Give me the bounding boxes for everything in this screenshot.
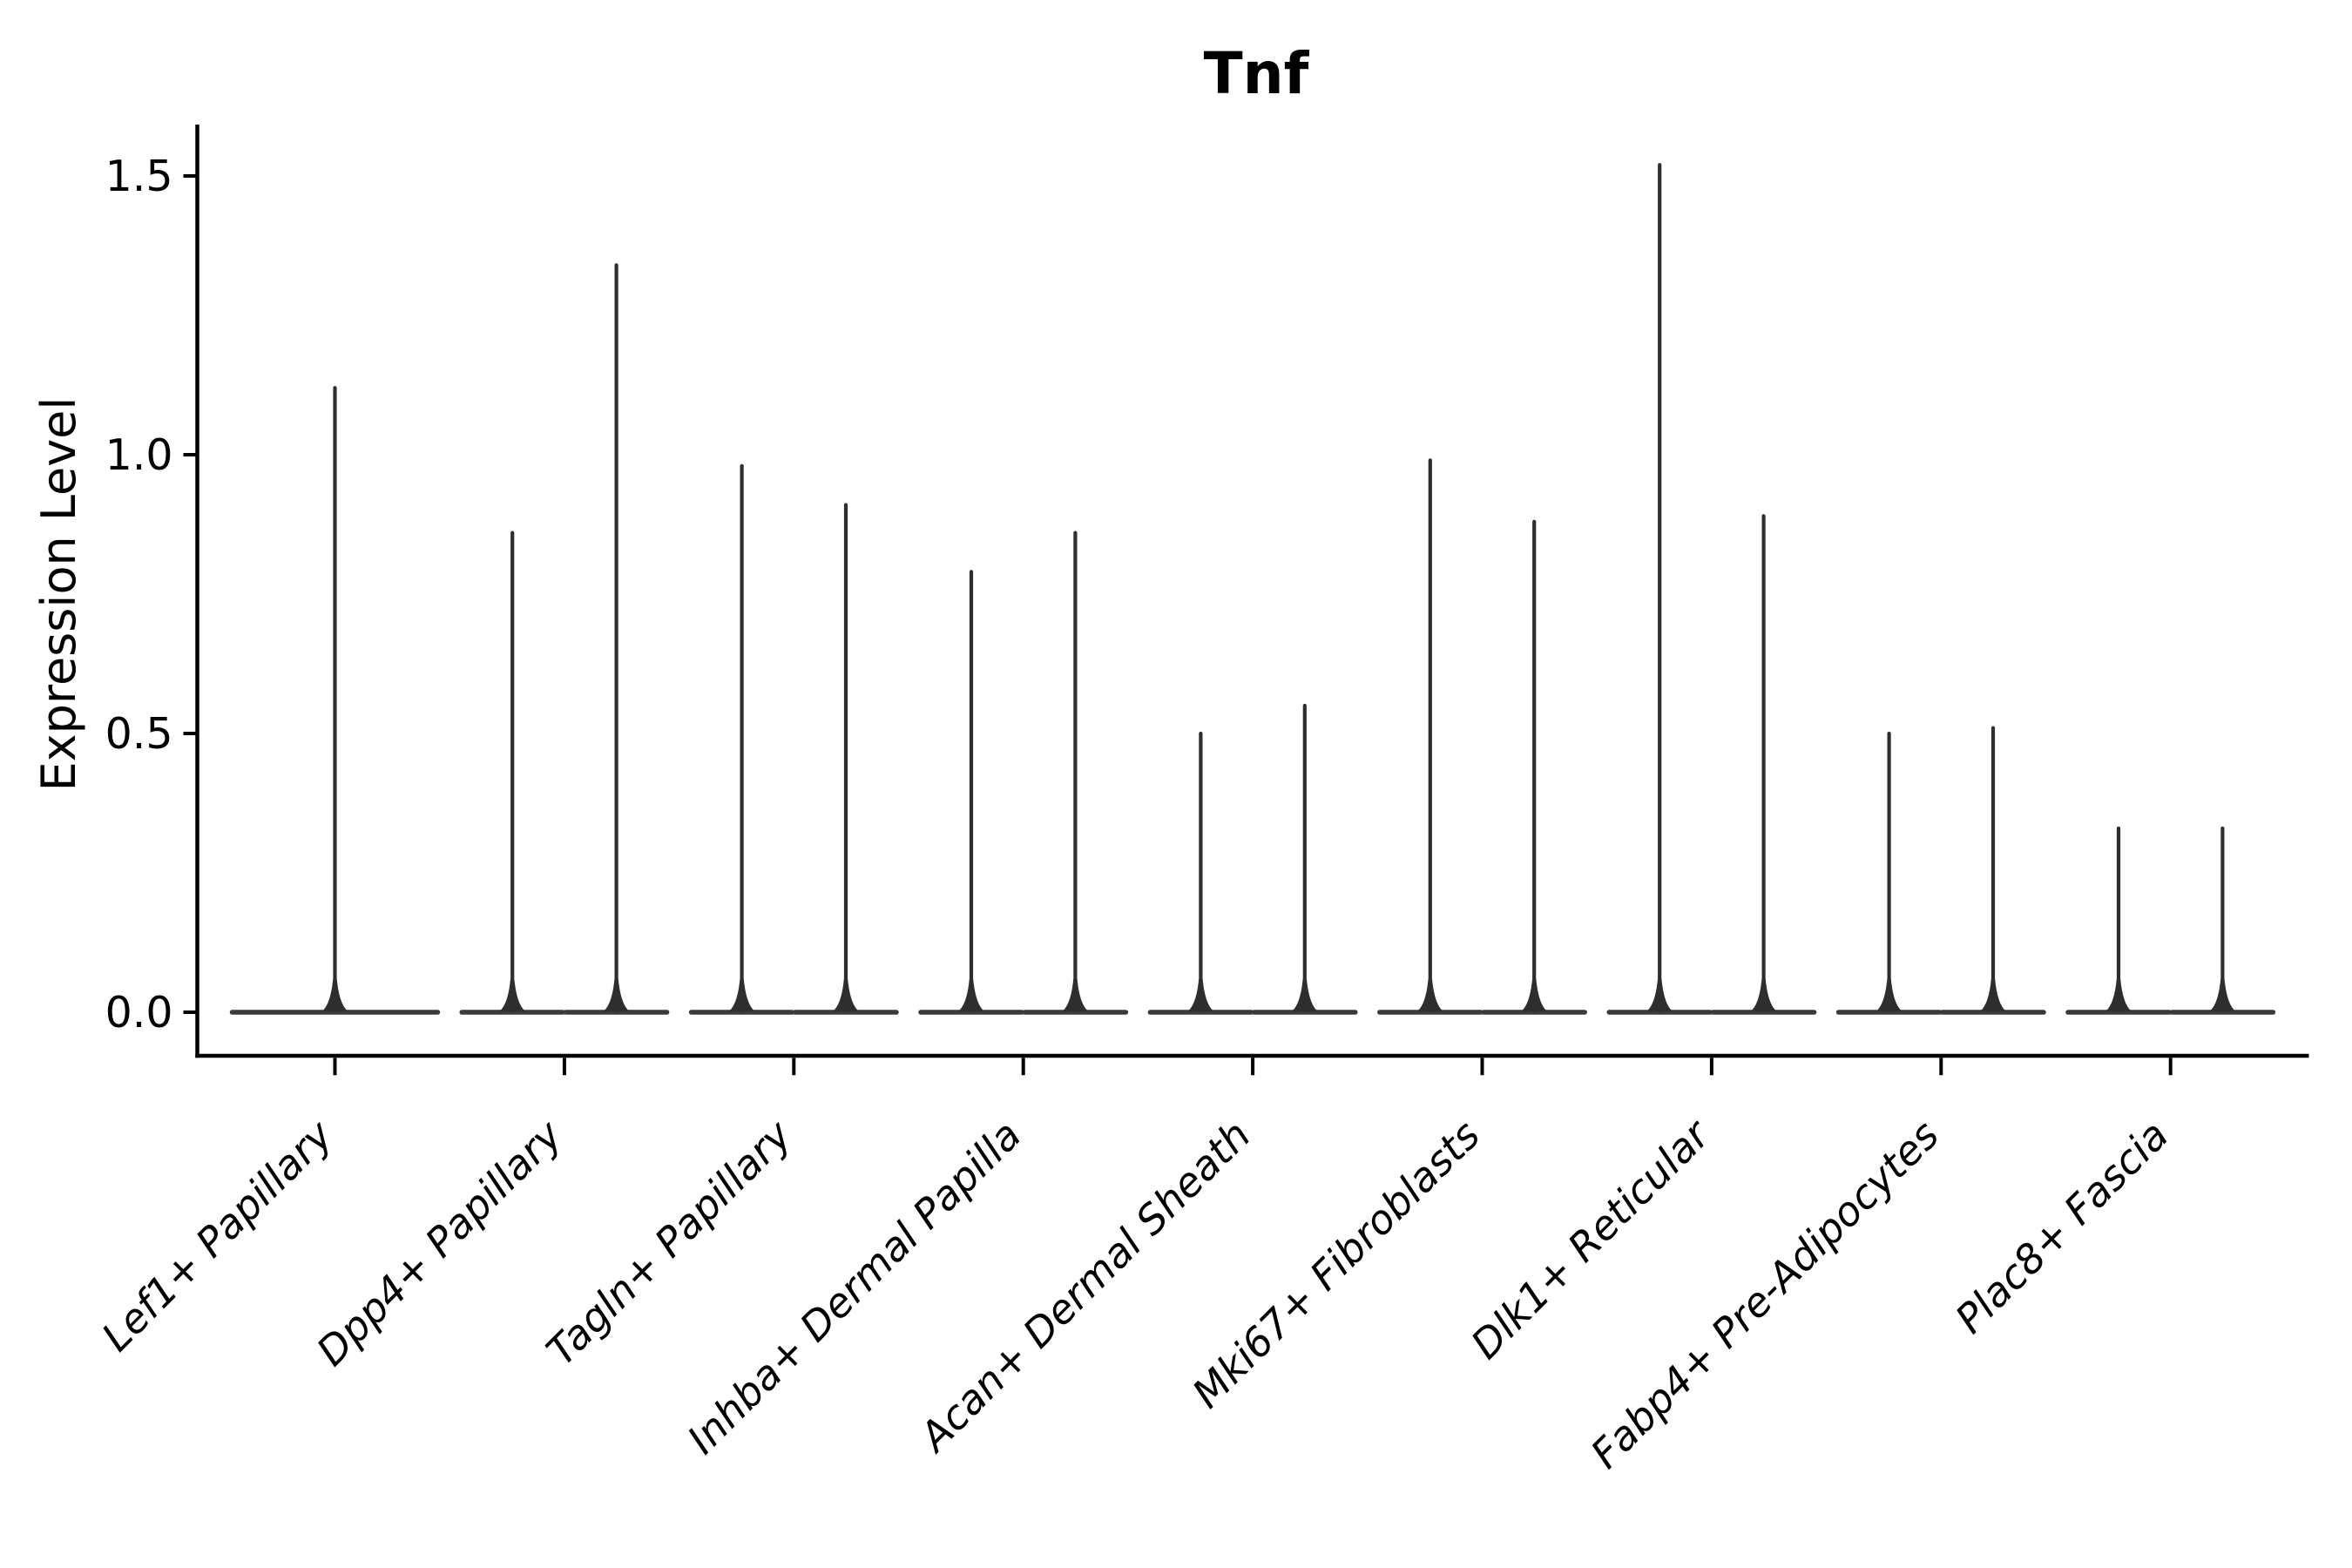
y-axis-label: Expression Level [31, 397, 86, 792]
violin-category [459, 263, 670, 1015]
violin-category [229, 386, 441, 1015]
violin-category [1377, 458, 1587, 1015]
violin-category [1835, 726, 2046, 1015]
y-tick-label: 1.5 [105, 152, 173, 201]
axes [195, 125, 2309, 1058]
violin-category [918, 531, 1129, 1015]
y-tick-label: 0.5 [105, 709, 173, 759]
x-tick-label: Dlk1+ Reticular [1462, 1109, 1720, 1368]
y-tick-label: 1.0 [105, 430, 173, 480]
violins [229, 163, 2276, 1015]
x-tick-label: Tagln+ Papillary [537, 1111, 801, 1375]
violin-category [1606, 163, 1817, 1015]
violin-category [688, 463, 899, 1015]
violin-category [1147, 703, 1358, 1015]
x-tick-label: Plac8+ Fascia [1946, 1112, 2177, 1342]
y-axis-ticks: 0.0 0.5 1.0 1.5 [105, 152, 198, 1037]
x-tick-label: Lef1+ Papillary [92, 1111, 341, 1360]
x-tick-label: Dpp4+ Papillary [308, 1111, 571, 1375]
y-tick-label: 0.0 [105, 988, 173, 1037]
violin-category [2065, 826, 2276, 1015]
chart-title: Tnf [1204, 40, 1310, 107]
